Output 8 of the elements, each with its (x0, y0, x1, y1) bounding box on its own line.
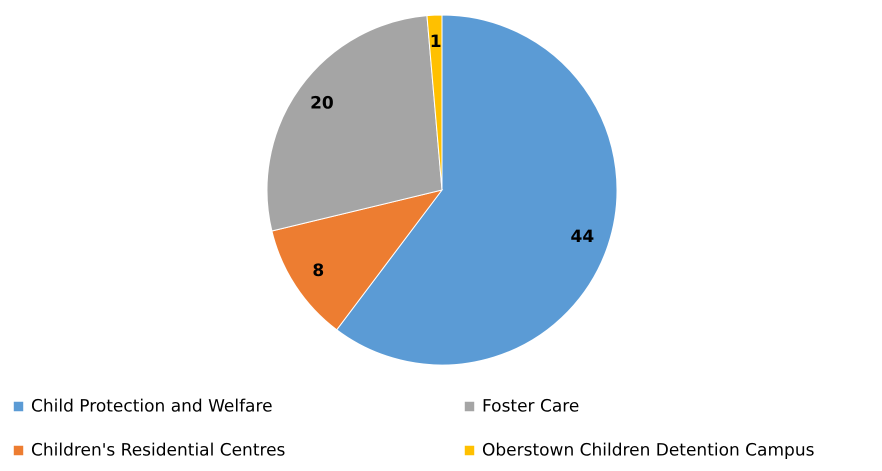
data-label: 20 (310, 94, 334, 114)
legend-label: Children's Residential Centres (31, 440, 286, 460)
legend-label: Child Protection and Welfare (31, 396, 273, 417)
data-label: 8 (312, 261, 324, 282)
legend-label: Oberstown Children Detention Campus (482, 440, 815, 460)
data-label: 1 (430, 32, 442, 52)
legend-label: Foster Care (482, 396, 580, 417)
data-label: 44 (570, 226, 594, 247)
